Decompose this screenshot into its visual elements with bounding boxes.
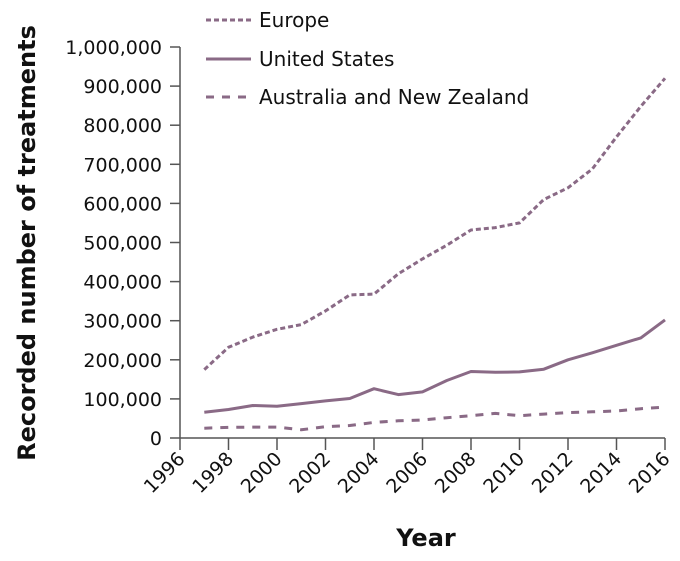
x-tick-label: 1996 — [140, 448, 190, 498]
x-tick-label: 2002 — [285, 448, 335, 498]
x-tick-label: 2004 — [334, 448, 384, 498]
x-tick-label: 2010 — [479, 448, 529, 498]
y-tick-label: 900,000 — [83, 76, 162, 98]
series-line-europe — [203, 77, 667, 371]
y-tick-label: 1,000,000 — [65, 37, 162, 59]
y-tick-label: 700,000 — [83, 154, 162, 176]
y-ticks: 0 100,000 200,000 300,000 400,000 500,000 600,… — [65, 37, 180, 450]
y-tick-label: 800,000 — [83, 115, 162, 137]
legend-item-australia-nz: Australia and New Zealand — [206, 85, 529, 109]
x-tick-label: 2016 — [625, 448, 675, 498]
x-ticks: 1996199820002002200420062008201020122014… — [140, 438, 675, 498]
legend-label: Europe — [259, 8, 329, 32]
legend-label: United States — [259, 47, 394, 71]
legend-label: Australia and New Zealand — [259, 85, 529, 109]
x-tick-label: 2008 — [431, 448, 481, 498]
y-tick-label: 100,000 — [83, 389, 162, 411]
legend-item-united-states: United States — [206, 47, 394, 71]
y-tick-label: 400,000 — [83, 272, 162, 294]
x-axis-title: Year — [395, 524, 456, 552]
legend: Europe United States Australia and New Z… — [206, 8, 529, 109]
legend-item-europe: Europe — [206, 8, 329, 32]
series-line-united-states — [204, 318, 666, 414]
x-tick-label: 2000 — [237, 448, 287, 498]
y-tick-label: 600,000 — [83, 193, 162, 215]
y-tick-label: 0 — [150, 428, 162, 450]
x-tick-label: 2014 — [576, 448, 626, 498]
x-tick-label: 2006 — [382, 448, 432, 498]
x-tick-label: 1998 — [188, 448, 238, 498]
series-group — [203, 77, 667, 432]
y-axis-title: Recorded number of treatments — [13, 25, 41, 461]
series-line-australia-and-new-zealand — [204, 405, 666, 432]
y-tick-label: 200,000 — [83, 350, 162, 372]
y-tick-label: 500,000 — [83, 233, 162, 255]
x-tick-label: 2012 — [528, 448, 578, 498]
y-tick-label: 300,000 — [83, 311, 162, 333]
